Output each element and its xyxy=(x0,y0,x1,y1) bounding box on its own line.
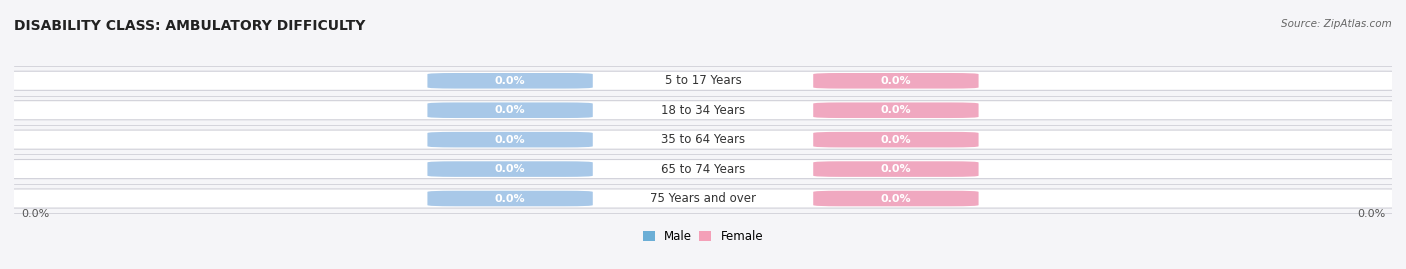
FancyBboxPatch shape xyxy=(0,160,1406,179)
Text: 0.0%: 0.0% xyxy=(880,135,911,145)
FancyBboxPatch shape xyxy=(613,103,793,118)
Text: 0.0%: 0.0% xyxy=(495,76,526,86)
Text: 0.0%: 0.0% xyxy=(880,193,911,204)
FancyBboxPatch shape xyxy=(813,161,979,177)
Text: 0.0%: 0.0% xyxy=(880,164,911,174)
Text: 0.0%: 0.0% xyxy=(495,105,526,115)
FancyBboxPatch shape xyxy=(813,73,979,89)
FancyBboxPatch shape xyxy=(613,162,793,176)
FancyBboxPatch shape xyxy=(613,132,793,147)
Text: 0.0%: 0.0% xyxy=(1357,209,1385,219)
FancyBboxPatch shape xyxy=(813,102,979,118)
Text: 0.0%: 0.0% xyxy=(880,105,911,115)
FancyBboxPatch shape xyxy=(427,73,593,89)
FancyBboxPatch shape xyxy=(613,73,793,88)
FancyBboxPatch shape xyxy=(613,191,793,206)
Text: 18 to 34 Years: 18 to 34 Years xyxy=(661,104,745,117)
Text: 0.0%: 0.0% xyxy=(21,209,49,219)
FancyBboxPatch shape xyxy=(0,101,1406,120)
Text: 65 to 74 Years: 65 to 74 Years xyxy=(661,162,745,176)
FancyBboxPatch shape xyxy=(813,191,979,206)
Text: 0.0%: 0.0% xyxy=(880,76,911,86)
FancyBboxPatch shape xyxy=(427,161,593,177)
Legend: Male, Female: Male, Female xyxy=(641,228,765,246)
FancyBboxPatch shape xyxy=(0,130,1406,149)
FancyBboxPatch shape xyxy=(427,191,593,206)
Text: DISABILITY CLASS: AMBULATORY DIFFICULTY: DISABILITY CLASS: AMBULATORY DIFFICULTY xyxy=(14,19,366,33)
Text: 0.0%: 0.0% xyxy=(495,135,526,145)
Text: 35 to 64 Years: 35 to 64 Years xyxy=(661,133,745,146)
FancyBboxPatch shape xyxy=(0,189,1406,208)
Text: Source: ZipAtlas.com: Source: ZipAtlas.com xyxy=(1281,19,1392,29)
FancyBboxPatch shape xyxy=(427,102,593,118)
FancyBboxPatch shape xyxy=(813,132,979,147)
FancyBboxPatch shape xyxy=(427,132,593,147)
FancyBboxPatch shape xyxy=(0,71,1406,90)
Text: 0.0%: 0.0% xyxy=(495,193,526,204)
Text: 5 to 17 Years: 5 to 17 Years xyxy=(665,74,741,87)
Text: 0.0%: 0.0% xyxy=(495,164,526,174)
Text: 75 Years and over: 75 Years and over xyxy=(650,192,756,205)
